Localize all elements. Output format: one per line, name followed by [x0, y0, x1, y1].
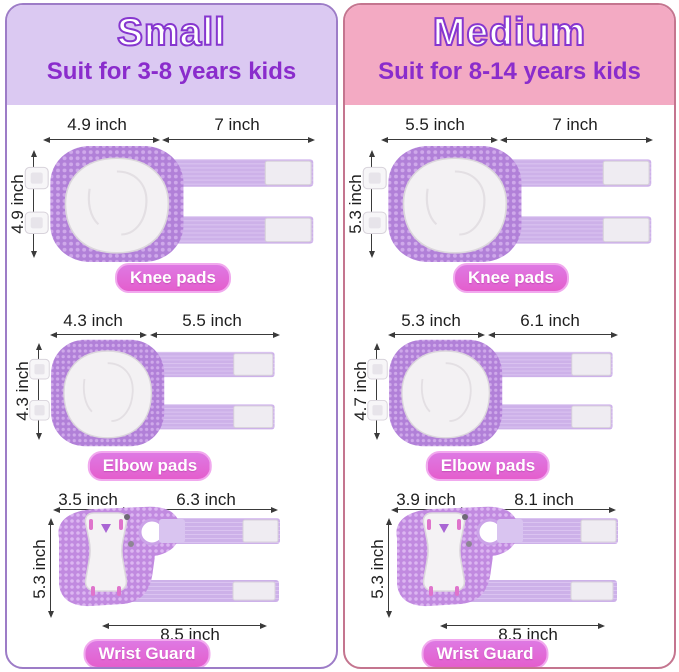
elbow-pads-badge: Elbow pads [425, 451, 551, 481]
panel-small-subtitle: Suit for 3-8 years kids [46, 58, 297, 85]
total-length-arrow [440, 622, 605, 629]
strap-length-label: 6.3 inch [176, 490, 236, 509]
height-arrow [35, 343, 42, 440]
width-arrow [388, 331, 485, 338]
elbow-pads-illustration [29, 339, 275, 447]
elbow-pads-illustration [367, 339, 613, 447]
panel-small-title: Small [116, 10, 227, 55]
pad-width-label: 4.9 inch [67, 115, 127, 134]
panel-medium: Medium Suit for 8-14 years kids 5.5 inch… [343, 3, 676, 669]
height-arrow [47, 518, 54, 618]
small-knee-section: 4.9 inch 7 inch 4.9 inch Knee pads [7, 105, 336, 295]
pad-width-label: 3.9 inch [396, 490, 456, 509]
height-arrow [368, 150, 375, 258]
width-arrow [381, 136, 498, 143]
width-arrow [43, 136, 160, 143]
strap-arrow [150, 331, 280, 338]
panel-medium-subtitle: Suit for 8-14 years kids [378, 58, 641, 85]
panel-small: Small Suit for 3-8 years kids 4.9 inch 7… [5, 3, 338, 669]
wrist-guard-badge: Wrist Guard [83, 639, 211, 667]
wrist-guard-illustration [396, 506, 618, 607]
knee-pads-badge: Knee pads [115, 263, 231, 293]
panel-medium-header: Medium Suit for 8-14 years kids [345, 5, 674, 105]
height-arrow [373, 343, 380, 440]
wrist-guard-illustration [58, 506, 280, 607]
total-length-arrow [102, 622, 267, 629]
strap-length-label: 8.1 inch [514, 490, 574, 509]
small-wrist-section: 3.5 inch 6.3 inch 5.3 inch 8.5 inch Wris… [7, 479, 336, 667]
panel-small-header: Small Suit for 3-8 years kids [7, 5, 336, 105]
strap-arrow [488, 331, 618, 338]
knee-pads-badge: Knee pads [453, 263, 569, 293]
pad-width-label: 5.3 inch [401, 311, 461, 330]
strap-length-label: 6.1 inch [520, 311, 580, 330]
width-arrow [50, 331, 147, 338]
medium-knee-section: 5.5 inch 7 inch 5.3 inch Knee pads [345, 105, 674, 295]
pad-width-label: 5.5 inch [405, 115, 465, 134]
height-arrow [385, 518, 392, 618]
knee-pads-illustration [24, 146, 314, 262]
wrist-guard-badge: Wrist Guard [421, 639, 549, 667]
strap-arrow [500, 136, 653, 143]
medium-wrist-section: 3.9 inch 8.1 inch 5.3 inch 8.5 inch Wris… [345, 479, 674, 667]
medium-elbow-section: 5.3 inch 6.1 inch 4.7 inch Elbow pads [345, 295, 674, 481]
elbow-pads-badge: Elbow pads [87, 451, 213, 481]
panel-medium-title: Medium [432, 10, 587, 55]
pad-width-label: 4.3 inch [63, 311, 123, 330]
pad-width-label: 3.5 inch [58, 490, 118, 509]
knee-pads-illustration [362, 146, 652, 262]
small-elbow-section: 4.3 inch 5.5 inch 4.3 inch Elbow pads [7, 295, 336, 481]
strap-length-label: 7 inch [214, 115, 260, 134]
strap-length-label: 7 inch [552, 115, 598, 134]
height-arrow [30, 150, 37, 258]
strap-length-label: 5.5 inch [182, 311, 242, 330]
strap-arrow [162, 136, 315, 143]
